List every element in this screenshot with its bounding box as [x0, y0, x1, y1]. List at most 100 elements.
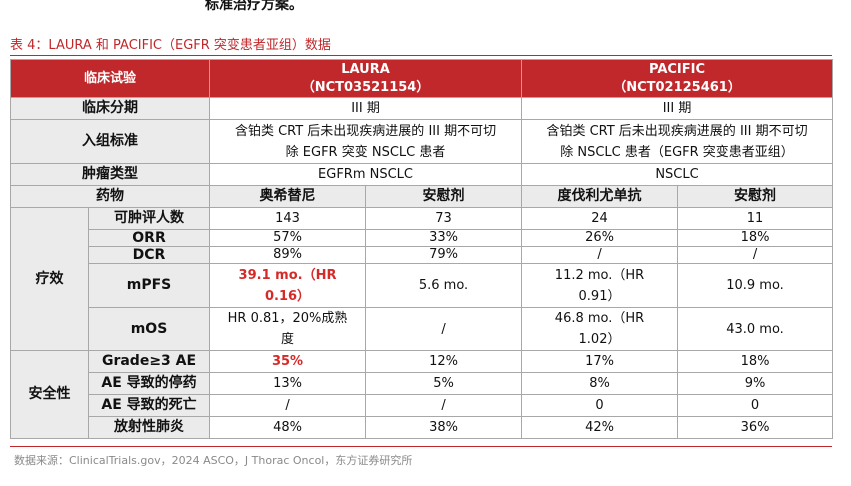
table-row: 安全性 Grade≥3 AE 35% 12% 17% 18% [10, 350, 834, 439]
header-trial-label: 临床试验 [9, 59, 211, 98]
row-label-grade3: Grade≥3 AE [87, 350, 211, 373]
cell: / [677, 246, 834, 264]
pacific-mpfs-line1: 11.2 mo.（HR [554, 267, 645, 283]
cell: 38% [365, 416, 523, 439]
source-note: 数据来源：ClinicalTrials.gov，2024 ASCO，J Thor… [14, 454, 413, 467]
pacific-criteria-line1: 含铂类 CRT 后未出现疾病进展的 III 期不可切 [546, 123, 808, 139]
row-label-mos: mOS [87, 307, 211, 351]
laura-tumor: EGFRm NSCLC [209, 163, 523, 186]
cell: 8% [521, 372, 679, 395]
row-label-dcr: DCR [87, 246, 211, 264]
cell: 18% [677, 350, 834, 373]
row-label-orr: ORR [87, 229, 211, 247]
table-row: ORR 57% 33% 26% 18% [11, 229, 834, 247]
table-caption: 表 4：LAURA 和 PACIFIC（EGFR 突变患者亚组）数据 [10, 38, 331, 53]
table-row: 入组标准 含铂类 CRT 后未出现疾病进展的 III 期不可切 除 EGFR 突… [9, 119, 834, 164]
cell: 89% [209, 246, 367, 264]
laura-nct-id: （NCT03521154） [301, 79, 430, 95]
pacific-phase: III 期 [521, 97, 834, 120]
cell: / [209, 394, 367, 417]
drug-placebo-laura: 安慰剂 [365, 185, 523, 208]
cell: 11.2 mo.（HR 0.91） [521, 263, 679, 308]
row-label-ae-discontinuation: AE 导致的停药 [87, 372, 211, 395]
section-safety: 安全性 [10, 350, 89, 439]
pacific-criteria-line2: 除 NSCLC 患者（EGFR 突变患者亚组） [560, 144, 794, 160]
drug-osimertinib: 奥希替尼 [209, 185, 367, 208]
cell: 9% [677, 372, 834, 395]
pacific-criteria: 含铂类 CRT 后未出现疾病进展的 III 期不可切 除 NSCLC 患者（EG… [521, 119, 834, 164]
table-header-row: 临床试验 LAURA （NCT03521154） PACIFIC （NCT021… [9, 59, 834, 98]
header-laura: LAURA （NCT03521154） [209, 59, 523, 98]
cell: HR 0.81，20%成熟 度 [209, 307, 367, 351]
cell: 48% [209, 416, 367, 439]
caption-rule [10, 55, 832, 56]
row-label-mpfs: mPFS [87, 263, 211, 308]
cell: 18% [677, 229, 834, 247]
table-row: 临床分期 III 期 III 期 [9, 97, 834, 120]
cell: 42% [521, 416, 679, 439]
cell: / [365, 394, 523, 417]
laura-phase: III 期 [209, 97, 523, 120]
cell: 12% [365, 350, 523, 373]
cell: 26% [521, 229, 679, 247]
laura-criteria-line1: 含铂类 CRT 后未出现疾病进展的 III 期不可切 [234, 123, 497, 139]
drug-placebo-pacific: 安慰剂 [677, 185, 834, 208]
table-row: 疗效 可肿评人数 143 73 24 11 [10, 207, 834, 351]
table-row: mOS HR 0.81，20%成熟 度 / 46.8 mo.（HR 1.02） … [11, 307, 834, 351]
cell: 11 [677, 207, 834, 230]
row-label-tumor: 肿瘤类型 [9, 163, 211, 186]
cell: 73 [365, 207, 523, 230]
table-row: 肿瘤类型 EGFRm NSCLC NSCLC [9, 163, 834, 186]
pacific-name: PACIFIC [649, 61, 706, 77]
table-row: DCR 89% 79% / / [11, 246, 834, 264]
cell: 79% [365, 246, 523, 264]
preceding-text: 标准治疗方案。 [205, 0, 303, 13]
cell: 33% [365, 229, 523, 247]
pacific-nct-id: （NCT02125461） [613, 79, 741, 95]
table-row: AE 导致的停药 13% 5% 8% 9% [11, 372, 834, 395]
cell: 5% [365, 372, 523, 395]
header-pacific: PACIFIC （NCT02125461） [521, 59, 834, 98]
laura-mpfs-line2: 0.16） [264, 288, 311, 304]
cell: 36% [677, 416, 834, 439]
row-label-criteria: 入组标准 [9, 119, 211, 164]
pacific-mos-line2: 1.02） [578, 332, 621, 347]
cell: 0 [677, 394, 834, 417]
row-label-pneumonitis: 放射性肺炎 [87, 416, 211, 439]
comparison-table: 临床试验 LAURA （NCT03521154） PACIFIC （NCT021… [9, 59, 834, 439]
table-row: 药物 奥希替尼 安慰剂 度伐利尤单抗 安慰剂 [9, 185, 834, 208]
laura-name: LAURA [341, 61, 390, 77]
cell: 0 [521, 394, 679, 417]
cell: 57% [209, 229, 367, 247]
cell: 143 [209, 207, 367, 230]
laura-criteria-line2: 除 EGFR 突变 NSCLC 患者 [285, 144, 446, 160]
footer-rule [10, 446, 832, 447]
pacific-tumor: NSCLC [521, 163, 834, 186]
cell: 13% [209, 372, 367, 395]
cell: / [365, 307, 523, 351]
cell: 17% [521, 350, 679, 373]
laura-mos-line2: 度 [281, 332, 295, 347]
cell: 43.0 mo. [677, 307, 834, 351]
row-label-ae-death: AE 导致的死亡 [87, 394, 211, 417]
pacific-mos-line1: 46.8 mo.（HR [554, 311, 645, 326]
cell: / [521, 246, 679, 264]
row-label-evaluable: 可肿评人数 [87, 207, 211, 230]
laura-grade3-highlight: 35% [209, 350, 367, 373]
row-label-phase: 临床分期 [9, 97, 211, 120]
cell: 24 [521, 207, 679, 230]
row-label-drug: 药物 [9, 185, 211, 208]
cell: 10.9 mo. [677, 263, 834, 308]
table-row: mPFS 39.1 mo.（HR 0.16） 5.6 mo. 11.2 mo.（… [11, 263, 834, 308]
drug-durvalumab: 度伐利尤单抗 [521, 185, 679, 208]
laura-mpfs-highlight: 39.1 mo.（HR 0.16） [209, 263, 367, 308]
table-row: AE 导致的死亡 / / 0 0 [11, 394, 834, 417]
table-row: 放射性肺炎 48% 38% 42% 36% [11, 416, 834, 439]
pacific-mpfs-line2: 0.91） [578, 288, 621, 304]
cell: 5.6 mo. [365, 263, 523, 308]
laura-mos-line1: HR 0.81，20%成熟 [227, 311, 348, 326]
laura-criteria: 含铂类 CRT 后未出现疾病进展的 III 期不可切 除 EGFR 突变 NSC… [209, 119, 523, 164]
cell: 46.8 mo.（HR 1.02） [521, 307, 679, 351]
section-efficacy: 疗效 [10, 207, 89, 351]
laura-mpfs-line1: 39.1 mo.（HR [238, 267, 337, 283]
